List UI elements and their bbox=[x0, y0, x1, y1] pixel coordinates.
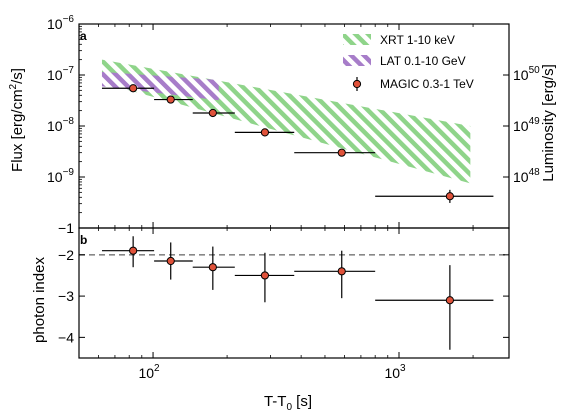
flux-marker-2 bbox=[166, 95, 175, 104]
index-marker-6 bbox=[445, 296, 454, 305]
y-tick-label: 10−6 bbox=[47, 14, 74, 32]
index-point-3 bbox=[192, 246, 235, 290]
legend-swatch-lat bbox=[343, 55, 371, 66]
panel-a-bands bbox=[101, 59, 471, 184]
flux-marker-1 bbox=[129, 84, 138, 93]
y-tick-label: −3 bbox=[58, 288, 74, 304]
index-marker-5 bbox=[337, 267, 346, 276]
y-tick-label: 10−7 bbox=[47, 65, 74, 83]
legend: XRT 1-10 keV LAT 0.1-10 GeV MAGIC 0.3-1 … bbox=[343, 33, 474, 91]
y-tick-label: 10−8 bbox=[47, 116, 74, 134]
index-point-1 bbox=[101, 236, 155, 268]
x-axis-label: T-T0 [s] bbox=[264, 393, 312, 413]
index-point-2 bbox=[154, 242, 193, 280]
flux-marker-5 bbox=[337, 148, 346, 157]
flux-marker-6 bbox=[445, 192, 454, 201]
index-point-6 bbox=[375, 265, 494, 350]
flux-marker-4 bbox=[260, 128, 270, 137]
panel-a-y-axis-label: Flux [erg/cm2/s] bbox=[8, 68, 26, 172]
flux-marker-3 bbox=[208, 108, 217, 118]
x-axis-ticks: 102 103 bbox=[78, 24, 474, 381]
right-tick-label: 1049 bbox=[513, 116, 540, 134]
index-marker-3 bbox=[208, 263, 217, 272]
band-lat bbox=[101, 71, 219, 101]
panel-a-right-axis-label: Luminosity [erg/s] bbox=[540, 64, 557, 182]
index-marker-2 bbox=[166, 256, 175, 266]
legend-label-magic: MAGIC 0.3-1 TeV bbox=[380, 77, 474, 91]
y-tick-label: −2 bbox=[58, 247, 74, 263]
x-tick-label: 102 bbox=[138, 363, 160, 381]
right-tick-label: 1050 bbox=[513, 65, 540, 83]
legend-marker-magic bbox=[352, 79, 362, 89]
panel-a-y-ticks: 10−6 10−7 10−8 10−9 −1 bbox=[47, 14, 85, 236]
panel-b-y-axis-label: photon index bbox=[31, 257, 48, 343]
flux-point-6 bbox=[375, 189, 494, 203]
legend-label-xrt: XRT 1-10 keV bbox=[380, 33, 455, 47]
panel-b-letter: b bbox=[80, 233, 87, 247]
legend-label-lat: LAT 0.1-10 GeV bbox=[380, 54, 466, 68]
flux-point-5 bbox=[294, 148, 376, 157]
panel-b-points bbox=[101, 236, 494, 350]
index-point-4 bbox=[234, 252, 295, 303]
y-tick-label: 10−9 bbox=[47, 167, 74, 185]
panel-a-right-ticks: 1050 1049 1048 bbox=[503, 65, 540, 185]
right-tick-label: 1048 bbox=[513, 167, 540, 185]
y-tick-label: −1 bbox=[58, 220, 74, 236]
panel-a-points bbox=[101, 84, 494, 203]
index-marker-1 bbox=[129, 246, 138, 255]
y-tick-label: −4 bbox=[58, 329, 74, 345]
panel-a-letter: a bbox=[80, 29, 87, 43]
x-tick-label: 103 bbox=[384, 363, 406, 381]
flux-point-1 bbox=[101, 84, 155, 93]
legend-swatch-xrt bbox=[343, 34, 371, 45]
panel-b-y-ticks: −2 −3 −4 bbox=[58, 247, 509, 345]
index-marker-4 bbox=[260, 271, 270, 280]
flux-point-3 bbox=[192, 108, 235, 118]
flux-point-4 bbox=[234, 128, 295, 137]
flux-point-2 bbox=[154, 95, 193, 104]
index-point-5 bbox=[294, 250, 376, 299]
panel-b-frame bbox=[78, 227, 510, 359]
